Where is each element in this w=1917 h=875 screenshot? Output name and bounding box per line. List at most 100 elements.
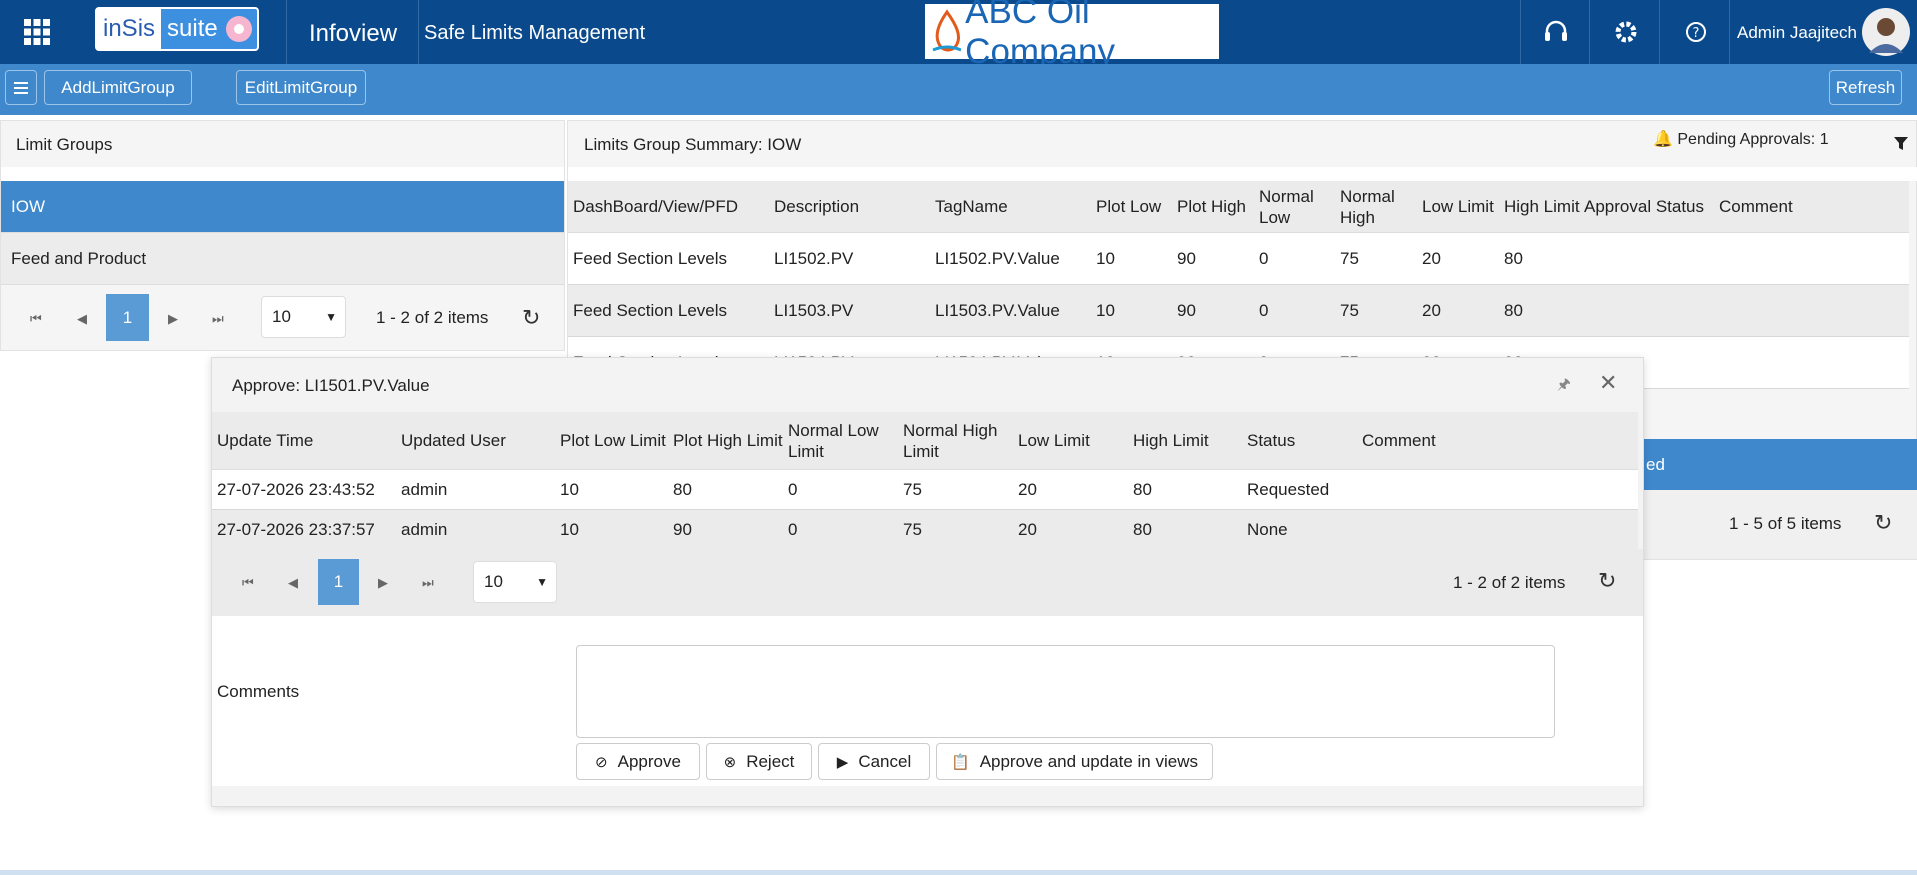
column-header: TagName <box>935 197 1008 217</box>
company-logo: ABC Oil Company <box>925 0 1219 71</box>
edit-button[interactable]: EditLimitGroup <box>236 70 366 105</box>
cell: 10 <box>560 480 579 499</box>
refresh-button[interactable]: Refresh <box>1829 70 1902 105</box>
dialog-button[interactable]: ▶ Cancel <box>818 743 930 780</box>
button-label: Approve <box>617 751 681 771</box>
cell: 27-07-2026 23:43:52 <box>217 480 375 499</box>
cell: LI1502.PV.Value <box>935 249 1060 268</box>
support-icon[interactable] <box>1542 18 1570 46</box>
comments-input[interactable] <box>576 645 1555 738</box>
close-icon[interactable]: ✕ <box>1599 370 1618 395</box>
apps-icon[interactable] <box>24 19 50 45</box>
pin-icon[interactable]: 🖈 <box>1557 376 1571 393</box>
button-icon: ⊘ <box>595 753 608 771</box>
page-size-value: 10 <box>484 572 503 591</box>
reload-icon[interactable]: ↻ <box>522 305 541 330</box>
dialog-button[interactable]: ⊗ Reject <box>706 743 812 780</box>
dialog-button[interactable]: ⊘ Approve <box>576 743 700 780</box>
pending-text: Pending Approvals: 1 <box>1677 131 1829 148</box>
pager-summary: 1 - 2 of 2 items <box>376 308 489 327</box>
toolbar: AddLimitGroup EditLimitGroup Refresh <box>0 64 1917 115</box>
button-label: Cancel <box>858 751 912 771</box>
panel-title: Limits Group Summary: IOW <box>584 135 802 154</box>
column-header: Normal Low Limit <box>788 420 879 461</box>
cell: ed <box>1646 454 1665 474</box>
cell: LI1502.PV <box>774 249 854 268</box>
column-header: Status <box>1247 431 1296 451</box>
filter-icon[interactable] <box>1893 135 1909 151</box>
cell: 0 <box>788 480 798 499</box>
cell: 27-07-2026 23:37:57 <box>217 520 375 539</box>
cell: 80 <box>1504 301 1523 320</box>
cell: 0 <box>1259 249 1269 268</box>
logo-text: suite <box>167 15 218 42</box>
page-button[interactable]: 1 <box>318 559 359 605</box>
table-row[interactable] <box>568 233 1909 285</box>
cell: 90 <box>1177 249 1196 268</box>
cell: 80 <box>1133 520 1152 539</box>
panel-title: Limit Groups <box>16 135 113 154</box>
cell: 75 <box>903 480 922 499</box>
cell: Requested <box>1247 480 1330 499</box>
reload-icon[interactable]: ↻ <box>1598 568 1617 593</box>
page-size[interactable]: 10 ▼ <box>473 561 557 603</box>
page-size-value: 10 <box>272 307 291 326</box>
approve-dialog: Approve: LI1501.PV.Value 🖈 ✕ Update Time… <box>211 357 1644 807</box>
pending-approvals[interactable]: 🔔 Pending Approvals: 1 <box>1653 131 1829 148</box>
column-header: DashBoard/View/PFD <box>573 197 739 217</box>
table-row[interactable] <box>212 470 1638 510</box>
column-header: Plot High Limit <box>673 431 783 451</box>
column-header: Low Limit <box>1422 197 1494 217</box>
column-header: Comment <box>1362 431 1436 451</box>
button-icon: 📋 <box>951 753 970 771</box>
table-row[interactable] <box>212 510 1638 550</box>
cell: 0 <box>788 520 798 539</box>
cell: 80 <box>1133 480 1152 499</box>
cell: admin <box>401 520 448 539</box>
limit-groups-panel: Limit Groups IOW Feed and Product ⏮ ◀ 1 ▶ ⏭… <box>0 120 565 351</box>
button-icon: ▶ <box>836 753 849 771</box>
list-item[interactable]: IOW <box>1 181 564 233</box>
dialog-title: Approve: LI1501.PV.Value <box>232 376 430 395</box>
company-name: ABC Oil Company <box>965 0 1115 71</box>
column-header: High Limit <box>1504 197 1580 217</box>
menu-button[interactable] <box>5 70 37 105</box>
dialog-button[interactable]: 📋 Approve and update in views <box>936 743 1213 780</box>
table-row[interactable] <box>568 285 1909 337</box>
column-header: Approval Status <box>1584 197 1705 217</box>
column-header: Plot Low Limit <box>560 431 666 451</box>
button-label: Reject <box>746 751 795 771</box>
logo-icon <box>225 16 252 42</box>
cell: Feed Section Levels <box>573 249 728 268</box>
column-header: Update Time <box>217 431 314 451</box>
top-bar: inSis suite Infoview Safe Limits Managem… <box>0 0 1917 71</box>
cell: 0 <box>1259 301 1269 320</box>
cell: 10 <box>1096 301 1115 320</box>
logo[interactable]: inSis suite <box>95 7 259 51</box>
avatar[interactable] <box>1861 7 1911 57</box>
help-icon[interactable]: ? <box>1685 21 1707 43</box>
cell: 90 <box>1177 301 1196 320</box>
button-label: Approve and update in views <box>979 751 1198 771</box>
svg-text:?: ? <box>1693 26 1700 41</box>
column-header: Normal High Limit <box>903 420 998 461</box>
column-header: Description <box>774 197 860 217</box>
column-header: Low Limit <box>1018 431 1090 451</box>
list-item[interactable]: Feed and Product <box>1 233 564 285</box>
page-button[interactable]: 1 <box>106 294 149 341</box>
column-header: Normal Low <box>1259 186 1314 227</box>
cell: LI1503.PV.Value <box>935 301 1060 320</box>
cell: 75 <box>1340 249 1359 268</box>
page-size[interactable]: 10 ▼ <box>261 296 346 338</box>
reload-icon[interactable]: ↻ <box>1874 510 1893 535</box>
cell: None <box>1247 520 1288 539</box>
add-button[interactable]: AddLimitGroup <box>44 70 192 105</box>
cell: 20 <box>1018 480 1037 499</box>
cell: 90 <box>673 520 692 539</box>
cell: LI1503.PV <box>774 301 854 320</box>
settings-icon[interactable] <box>1614 20 1638 44</box>
logo-text: inSis <box>97 9 162 49</box>
user-name[interactable]: Admin Jaajitech <box>1737 23 1858 42</box>
column-header: Normal High <box>1340 186 1395 227</box>
table-header <box>212 412 1638 470</box>
